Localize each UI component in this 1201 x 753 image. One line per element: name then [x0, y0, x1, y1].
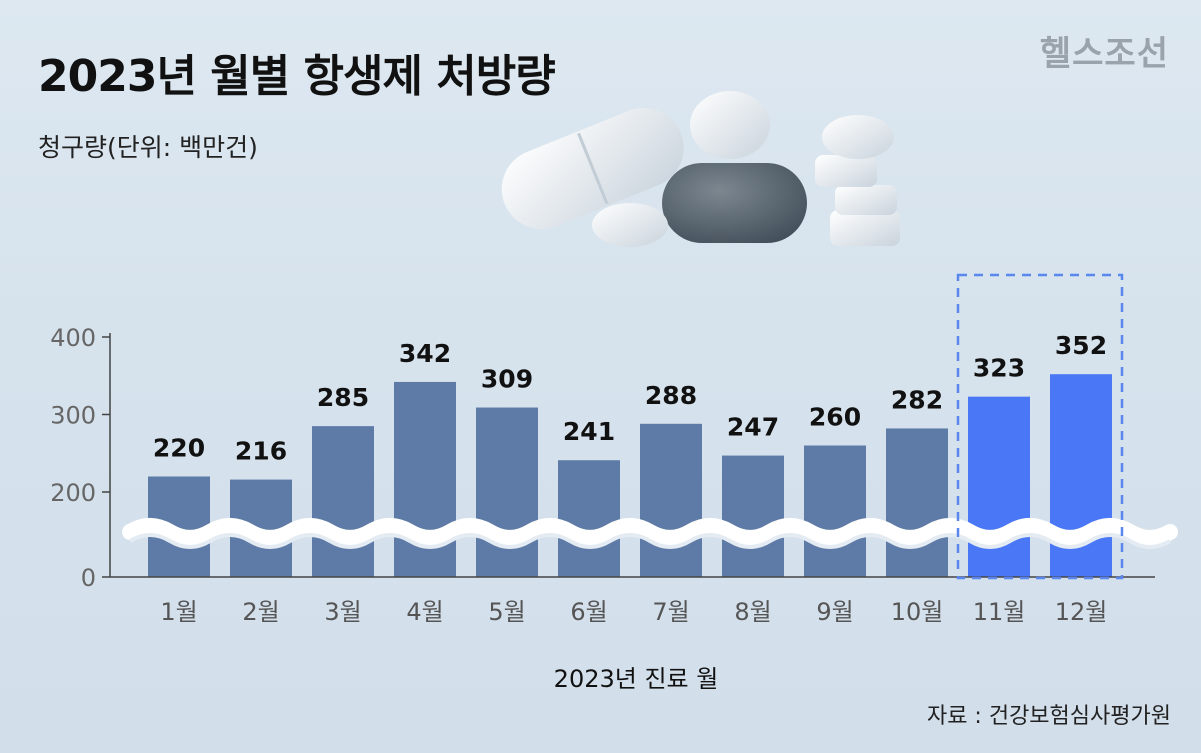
- x-tick-label-12: 12월: [1055, 598, 1108, 626]
- y-tick-label: 300: [50, 402, 96, 430]
- value-label-7: 288: [645, 381, 697, 410]
- x-tick-label-3: 3월: [324, 598, 361, 626]
- x-tick-label-10: 10월: [891, 598, 944, 626]
- value-label-5: 309: [481, 365, 533, 394]
- chart-title: 2023년 월별 항생제 처방량: [38, 51, 556, 102]
- axis-break: [122, 518, 1178, 549]
- bar-7: [640, 423, 702, 577]
- bar-10: [886, 428, 948, 577]
- y-tick-label: 0: [81, 564, 96, 592]
- y-axis: 0 200 300 400: [50, 324, 111, 592]
- bar-3: [312, 426, 374, 577]
- x-tick-label-4: 4월: [406, 598, 443, 626]
- bar-11: [968, 396, 1030, 577]
- brand-logo: 헬스조선: [1039, 34, 1169, 74]
- bar-5: [476, 407, 538, 577]
- x-tick-label-9: 9월: [816, 598, 853, 626]
- value-label-4: 342: [399, 339, 451, 368]
- y-tick-label: 200: [50, 479, 96, 507]
- value-label-6: 241: [563, 417, 615, 446]
- value-label-3: 285: [317, 383, 369, 412]
- value-label-1: 220: [153, 434, 205, 463]
- highlight-box: [956, 273, 1124, 580]
- chart-subtitle: 청구량(단위: 백만건): [38, 133, 258, 162]
- bar-6: [558, 460, 620, 577]
- y-tick-label: 400: [50, 324, 96, 352]
- x-axis-title: 2023년 진료 월: [554, 665, 719, 693]
- source-note: 자료 : 건강보험심사평가원: [926, 704, 1171, 729]
- value-label-11: 323: [973, 354, 1025, 383]
- x-tick-label-2: 2월: [242, 598, 279, 626]
- value-label-12: 352: [1055, 331, 1107, 360]
- x-tick-label-8: 8월: [734, 598, 771, 626]
- x-tick-label-6: 6월: [570, 598, 607, 626]
- x-tick-label-7: 7월: [652, 598, 689, 626]
- break-band: [122, 518, 1178, 546]
- x-tick-label-1: 1월: [160, 598, 197, 626]
- value-labels: 220 216 285 342 309 241 288 247 260 282 323 352: [153, 331, 1107, 465]
- x-tick-label-11: 11월: [973, 598, 1026, 626]
- bar-8: [722, 455, 784, 577]
- value-label-2: 216: [235, 437, 287, 466]
- value-label-9: 260: [809, 403, 861, 432]
- value-label-8: 247: [727, 413, 779, 442]
- pills-illustration: [501, 91, 900, 247]
- bar-9: [804, 445, 866, 577]
- value-label-10: 282: [891, 385, 943, 414]
- bars: [148, 374, 1112, 577]
- x-axis: 1월 2월 3월 4월 5월 6월 7월 8월 9월 10월 11월 12월: [110, 576, 1155, 626]
- x-tick-label-5: 5월: [488, 598, 525, 626]
- break-shadow: [128, 533, 1172, 549]
